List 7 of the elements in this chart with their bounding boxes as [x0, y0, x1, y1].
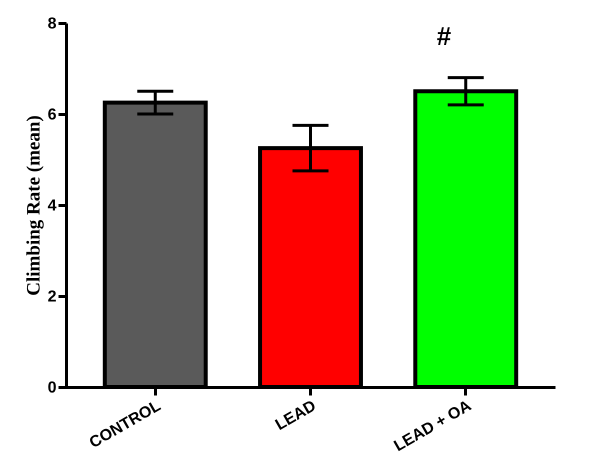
y-tick-label: 4	[48, 198, 57, 214]
y-tick-label: 0	[48, 380, 57, 396]
annotation: #	[436, 21, 452, 51]
y-tick-label: 8	[48, 16, 57, 32]
y-axis-title: Climbing Rate (mean)	[24, 115, 45, 296]
y-tick-label: 6	[48, 106, 57, 124]
y-tick-label: 2	[48, 288, 57, 306]
